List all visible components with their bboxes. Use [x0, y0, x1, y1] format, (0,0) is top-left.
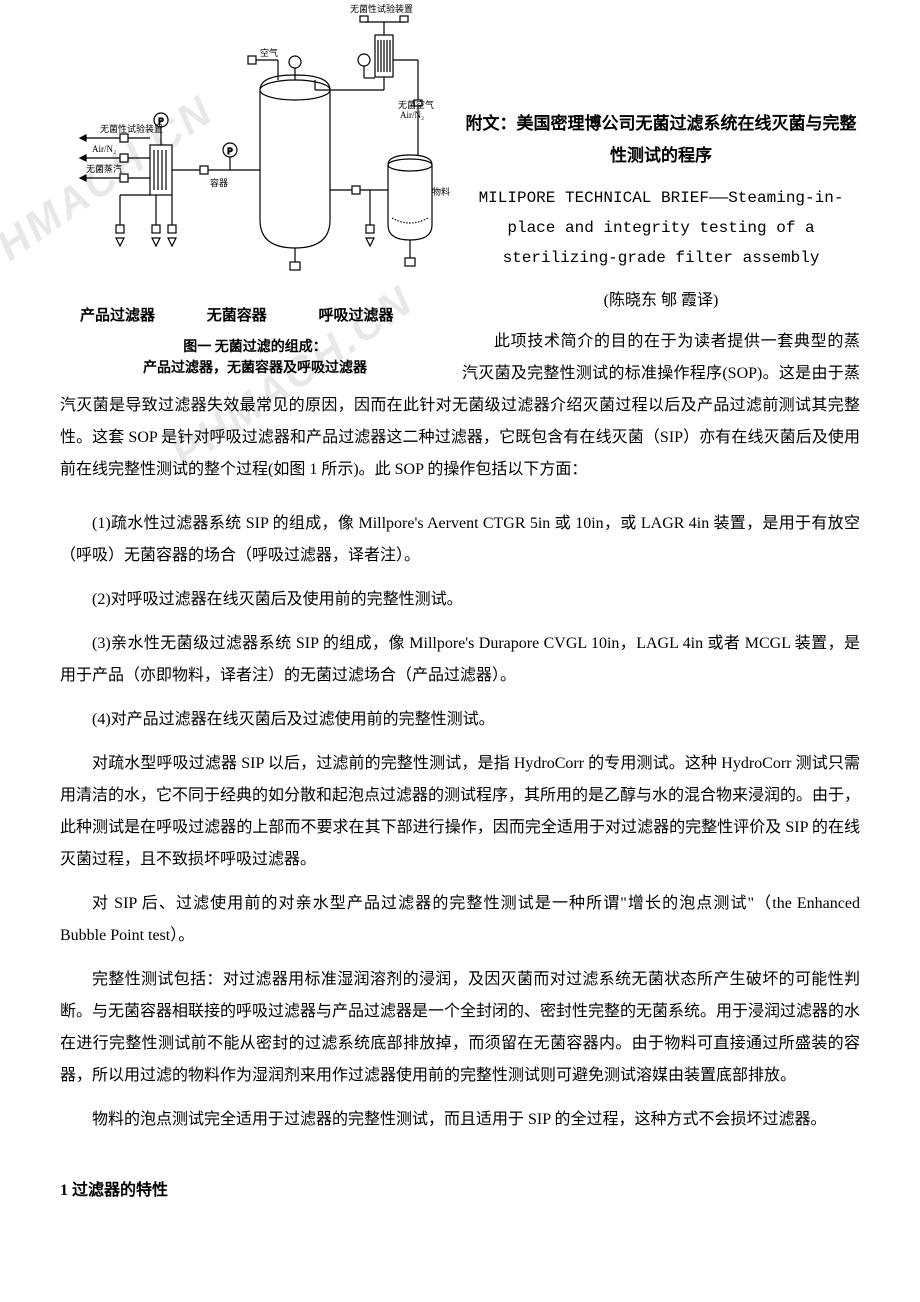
label-sterile-vessel: 无菌容器: [207, 304, 267, 325]
anno-vent: 无菌空气: [398, 99, 434, 110]
svg-text:Air/N₂: Air/N₂: [400, 110, 424, 120]
paragraph-4: (4)对产品过滤器在线灭菌后及过滤使用前的完整性测试。: [60, 704, 860, 736]
figure-bottom-labels: 产品过滤器 无菌容器 呼吸过滤器: [60, 304, 450, 325]
system-diagram-svg: P P: [60, 0, 450, 295]
paragraph-2: (2)对呼吸过滤器在线灭菌后及使用前的完整性测试。: [60, 584, 860, 616]
anno-drain: 物料: [432, 186, 450, 197]
paragraph-6: 对 SIP 后、过滤使用前的对亲水型产品过滤器的完整性测试是一种所谓"增长的泡点…: [60, 888, 860, 952]
paragraph-5: 对疏水型呼吸过滤器 SIP 以后，过滤前的完整性测试，是指 HydroCorr …: [60, 748, 860, 876]
figure-caption-line1: 图一 无菌过滤的组成：: [60, 337, 450, 358]
figure-diagram: P P: [60, 0, 450, 379]
section-heading-1: 1 过滤器的特性: [60, 1176, 860, 1200]
label-product-filter: 产品过滤器: [80, 304, 155, 325]
paragraph-7: 完整性测试包括：对过滤器用标准湿润溶剂的浸润，及因灭菌而对过滤系统无菌状态所产生…: [60, 964, 860, 1092]
anno-steam: 无菌蒸汽: [86, 163, 122, 174]
svg-text:Air/N₂: Air/N₂: [92, 144, 116, 154]
figure-caption-line2: 产品过滤器，无菌容器及呼吸过滤器: [60, 358, 450, 379]
anno-top: 无菌性试验装置: [350, 3, 413, 14]
svg-text:P: P: [227, 147, 232, 156]
anno-assembly: 无菌性试验装置: [100, 123, 163, 134]
paragraph-1: (1)疏水性过滤器系统 SIP 的组成，像 Millpore's Aervent…: [60, 508, 860, 572]
paragraph-3: (3)亲水性无菌级过滤器系统 SIP 的组成，像 Millpore's Dura…: [60, 628, 860, 692]
anno-air: 空气: [260, 47, 278, 58]
anno-tank: 容器: [210, 177, 228, 188]
paragraph-8: 物料的泡点测试完全适用于过滤器的完整性测试，而且适用于 SIP 的全过程，这种方…: [60, 1104, 860, 1136]
label-vent-filter: 呼吸过滤器: [319, 304, 394, 325]
